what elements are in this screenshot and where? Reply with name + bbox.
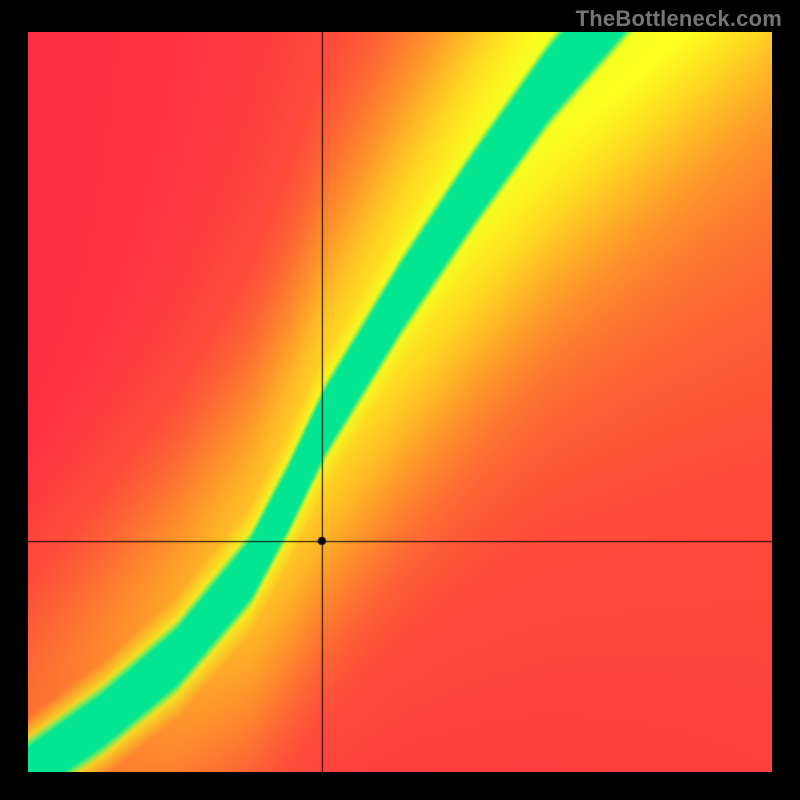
watermark-text: TheBottleneck.com	[576, 6, 782, 32]
bottleneck-heatmap	[28, 32, 772, 772]
